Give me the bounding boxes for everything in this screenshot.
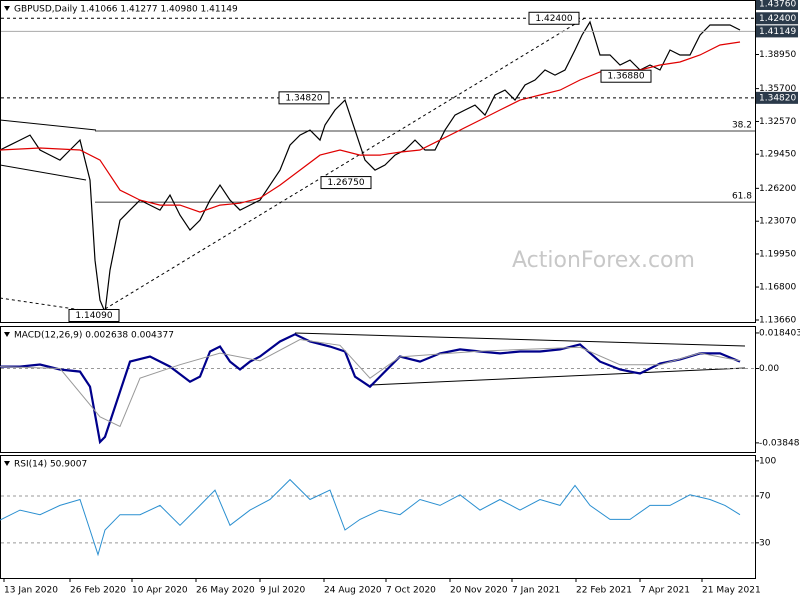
signal-line xyxy=(0,338,741,428)
panel-title: MACD(12,26,9) 0.002638 0.004377 xyxy=(14,331,174,341)
triangle-line xyxy=(294,332,746,347)
macd-line xyxy=(0,333,741,445)
watermark: ActionForex.com xyxy=(512,248,695,273)
x-tick-label: 9 Jul 2020 xyxy=(260,586,305,596)
annot-label: 1.42400 xyxy=(535,14,572,24)
annot-label: 1.26750 xyxy=(327,178,364,188)
x-tick-label: 20 Nov 2020 xyxy=(450,586,508,596)
channel-line xyxy=(0,164,87,181)
annot-box xyxy=(600,69,652,83)
level-label: 1.43760 xyxy=(759,0,796,9)
panel-frame xyxy=(0,455,756,579)
y-tick-label: -0.038483 xyxy=(759,438,800,448)
y-tick-label: 0.00 xyxy=(759,364,779,374)
level-box xyxy=(756,0,798,10)
triangle-line xyxy=(369,367,746,386)
y-tick-label: 1.23070 xyxy=(759,217,796,227)
x-tick-label: 24 Aug 2020 xyxy=(324,586,382,596)
annot-box xyxy=(320,176,372,190)
fib-label: 38.2 xyxy=(732,121,752,131)
x-tick-label: 22 Feb 2021 xyxy=(576,586,632,596)
y-tick-label: 1.29450 xyxy=(759,150,796,160)
level-label: 1.42400 xyxy=(759,14,796,24)
fib-label: 61.8 xyxy=(732,192,752,202)
annot-label: 1.14090 xyxy=(75,311,112,321)
panel-title: GBPUSD,Daily 1.41066 1.41277 1.40980 1.4… xyxy=(14,5,238,15)
y-tick-label: 1.32570 xyxy=(759,117,796,127)
annot-box xyxy=(278,91,330,105)
level-box xyxy=(756,25,798,38)
y-tick-label: 1.19950 xyxy=(759,249,796,259)
level-box xyxy=(756,12,798,25)
y-tick-label: 100 xyxy=(759,456,776,466)
rsi-line xyxy=(0,478,741,557)
panel-frame xyxy=(0,0,756,323)
y-tick-label: 1.16800 xyxy=(759,283,796,293)
y-tick-label: 1.35700 xyxy=(759,84,796,94)
y-tick-label: 30 xyxy=(759,538,771,548)
level-label: 1.34820 xyxy=(759,93,796,103)
x-tick-label: 26 Feb 2020 xyxy=(70,586,126,596)
annot-box xyxy=(528,11,580,25)
panel-icon xyxy=(4,332,10,337)
panel-title: RSI(14) 50.9007 xyxy=(14,460,87,470)
y-tick-label: 0.018403 xyxy=(759,328,800,338)
x-tick-label: 7 Apr 2021 xyxy=(640,586,690,596)
x-tick-label: 7 Jan 2021 xyxy=(512,586,560,596)
y-tick-label: 1.38950 xyxy=(759,50,796,60)
annot-label: 1.36880 xyxy=(607,72,644,82)
y-tick-label: 1.26200 xyxy=(759,184,796,194)
panel-icon xyxy=(4,461,10,466)
annot-box xyxy=(68,308,120,322)
level-box xyxy=(756,91,798,104)
annot-label: 1.34820 xyxy=(285,93,322,103)
x-tick-label: 10 Apr 2020 xyxy=(132,586,188,596)
y-tick-label: 1.13660 xyxy=(759,316,796,326)
x-tick-label: 7 Oct 2020 xyxy=(386,586,436,596)
x-tick-label: 13 Jan 2020 xyxy=(4,586,58,596)
panel-icon xyxy=(4,6,10,11)
price-line xyxy=(0,20,741,315)
level-label: 1.41149 xyxy=(759,27,796,37)
x-tick-label: 21 May 2021 xyxy=(702,586,761,596)
channel-line xyxy=(0,119,97,131)
panel-frame xyxy=(0,326,756,453)
y-tick-label: 70 xyxy=(759,492,771,502)
x-tick-label: 26 May 2020 xyxy=(196,586,255,596)
trend-line xyxy=(99,17,586,313)
